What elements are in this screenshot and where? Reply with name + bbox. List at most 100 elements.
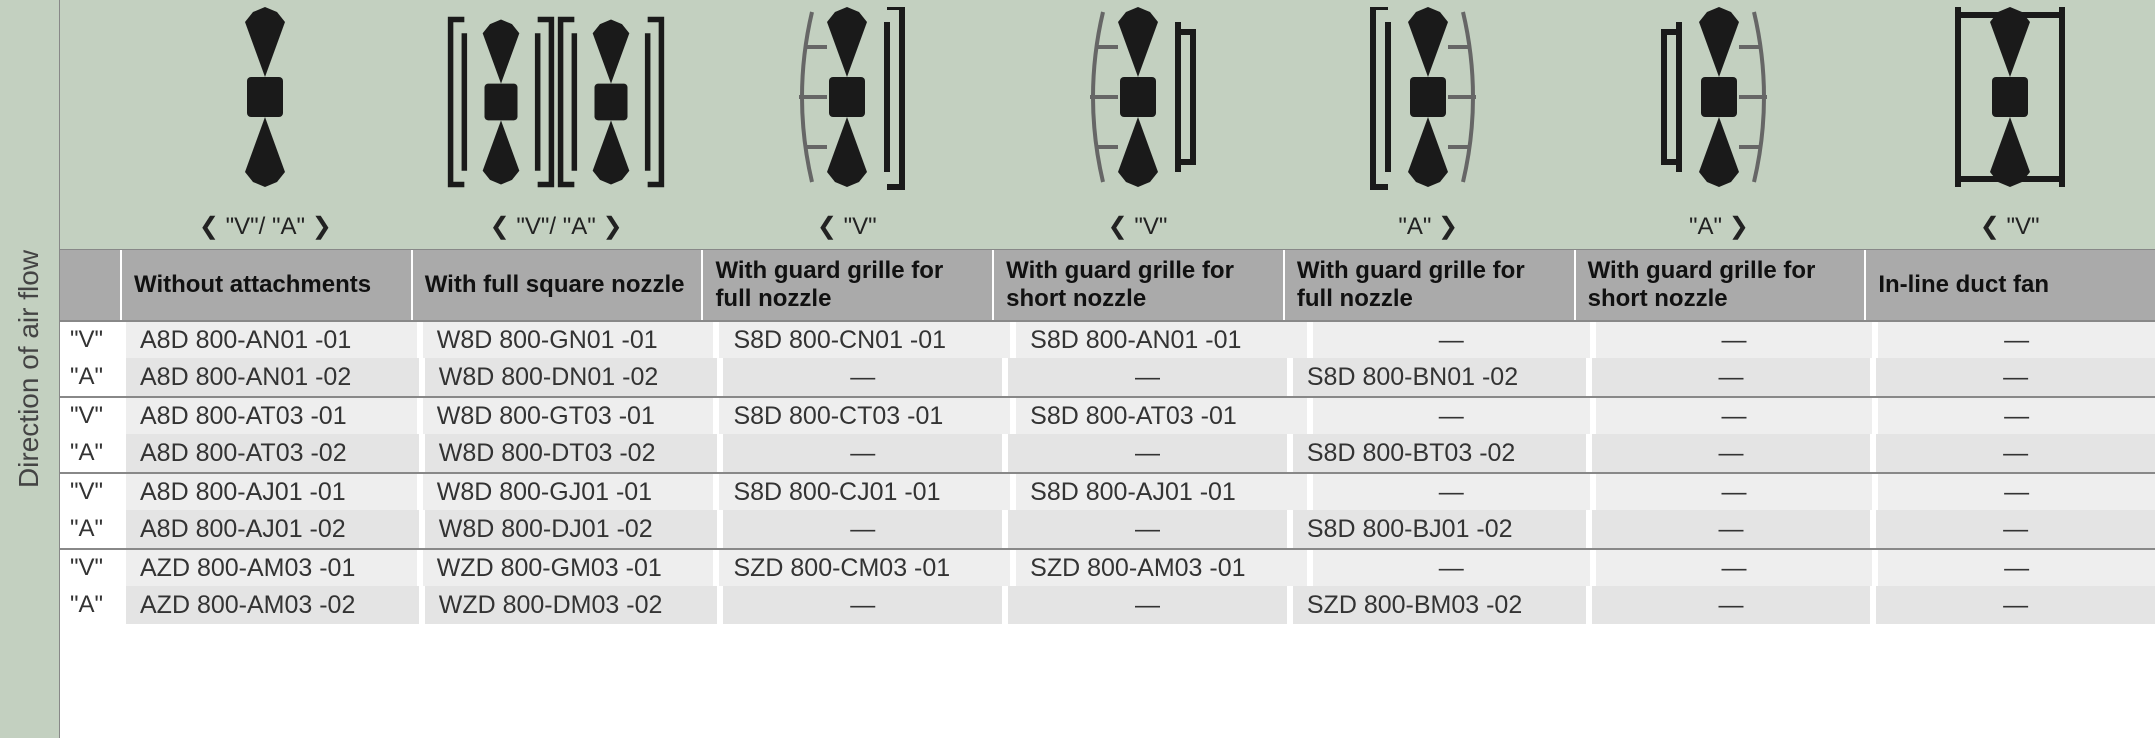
column-icon-cell: ❮ "V" — [701, 0, 992, 249]
row-key: "V" — [60, 474, 120, 510]
table-cell: W8D 800-GJ01 -01 — [417, 474, 714, 510]
table-cell: S8D 800-CT03 -01 — [713, 398, 1010, 434]
column-header: In-line duct fan — [1864, 250, 2155, 320]
column-header: With guard grille for short nozzle — [1574, 250, 1865, 320]
table-cell: S8D 800-AJ01 -01 — [1010, 474, 1307, 510]
table-row: "V"A8D 800-AJ01 -01W8D 800-GJ01 -01S8D 8… — [60, 472, 2155, 510]
fan-grille-full-left-icon — [782, 7, 912, 212]
table-cell: WZD 800-DM03 -02 — [419, 586, 718, 624]
column-arrow-label: ❮ "V"/ "A" ❯ — [490, 212, 623, 241]
data-body: "V"A8D 800-AN01 -01W8D 800-GN01 -01S8D 8… — [60, 320, 2155, 738]
table-cell: — — [1307, 550, 1590, 586]
table-row: "A"A8D 800-AJ01 -02W8D 800-DJ01 -02——S8D… — [60, 510, 2155, 548]
table-cell: S8D 800-BJ01 -02 — [1287, 510, 1586, 548]
table-cell: — — [1870, 358, 2155, 396]
table-cell: W8D 800-DT03 -02 — [419, 434, 718, 472]
table-cell: S8D 800-BN01 -02 — [1287, 358, 1586, 396]
table-cell: — — [1307, 322, 1590, 358]
row-key: "V" — [60, 550, 120, 586]
column-arrow-label: ❮ "V" — [1108, 212, 1168, 241]
spacer — [60, 250, 120, 320]
column-icon-cell: "A" ❯ — [1574, 0, 1865, 249]
table-cell: — — [1872, 550, 2155, 586]
table-cell: W8D 800-DJ01 -02 — [419, 510, 718, 548]
fan-grille-full-right-icon — [1363, 7, 1493, 212]
table-cell: A8D 800-AT03 -01 — [120, 398, 417, 434]
table-cell: A8D 800-AN01 -01 — [120, 322, 417, 358]
column-header: With guard grille for short nozzle — [992, 250, 1283, 320]
table-cell: S8D 800-AN01 -01 — [1010, 322, 1307, 358]
table-cell: AZD 800-AM03 -02 — [120, 586, 419, 624]
table-cell: A8D 800-AJ01 -02 — [120, 510, 419, 548]
fan-plain-icon — [200, 7, 330, 212]
table-cell: W8D 800-GT03 -01 — [417, 398, 714, 434]
table-cell: — — [1590, 322, 1873, 358]
column-header: With guard grille for full nozzle — [1283, 250, 1574, 320]
column-arrow-label: ❮ "V" — [817, 212, 877, 241]
fan-grille-short-right-icon — [1654, 7, 1784, 212]
table-cell: — — [1307, 474, 1590, 510]
row-key: "A" — [60, 358, 120, 396]
table-cell: SZD 800-BM03 -02 — [1287, 586, 1586, 624]
icon-header-row: ❮ "V"/ "A" ❯ ❮ "V"/ "A" ❯ ❮ "V" — [60, 0, 2155, 250]
table-cell: — — [1872, 322, 2155, 358]
row-key: "A" — [60, 586, 120, 624]
table-cell: AZD 800-AM03 -01 — [120, 550, 417, 586]
direction-of-airflow-label: Direction of air flow — [0, 0, 60, 738]
table-cell: SZD 800-CM03 -01 — [713, 550, 1010, 586]
table-cell: — — [1002, 358, 1287, 396]
column-arrow-label: ❮ "V"/ "A" ❯ — [199, 212, 332, 241]
table-cell: S8D 800-CJ01 -01 — [713, 474, 1010, 510]
table-row: "A"AZD 800-AM03 -02WZD 800-DM03 -02——SZD… — [60, 586, 2155, 624]
row-key: "V" — [60, 398, 120, 434]
fan-square-nozzle-pair-icon — [446, 7, 666, 212]
fan-duct-icon — [1945, 7, 2075, 212]
table-cell: S8D 800-CN01 -01 — [713, 322, 1010, 358]
fan-grille-short-left-icon — [1073, 7, 1203, 212]
table-cell: — — [1586, 586, 1871, 624]
column-header: With full square nozzle — [411, 250, 702, 320]
table-cell: S8D 800-AT03 -01 — [1010, 398, 1307, 434]
column-header-row: Without attachmentsWith full square nozz… — [60, 250, 2155, 320]
table-row: "A"A8D 800-AT03 -02W8D 800-DT03 -02——S8D… — [60, 434, 2155, 472]
column-header: Without attachments — [120, 250, 411, 320]
table-row: "V"AZD 800-AM03 -01WZD 800-GM03 -01SZD 8… — [60, 548, 2155, 586]
column-arrow-label: "A" ❯ — [1689, 212, 1749, 241]
table-row: "V"A8D 800-AT03 -01W8D 800-GT03 -01S8D 8… — [60, 396, 2155, 434]
column-icon-cell: ❮ "V"/ "A" ❯ — [120, 0, 411, 249]
table-cell: — — [1590, 398, 1873, 434]
table-cell: — — [1872, 474, 2155, 510]
spacer — [60, 0, 120, 249]
table-cell: — — [1586, 510, 1871, 548]
vertical-label-text: Direction of air flow — [14, 250, 46, 488]
table-cell: — — [1870, 434, 2155, 472]
table-cell: — — [717, 434, 1002, 472]
column-header: With guard grille for full nozzle — [701, 250, 992, 320]
table-cell: — — [717, 510, 1002, 548]
table-cell: — — [1002, 434, 1287, 472]
table-cell: — — [717, 358, 1002, 396]
table-cell: SZD 800-AM03 -01 — [1010, 550, 1307, 586]
column-icon-cell: "A" ❯ — [1283, 0, 1574, 249]
table-cell: — — [1870, 586, 2155, 624]
table-cell: — — [1590, 474, 1873, 510]
column-icon-cell: ❮ "V" — [992, 0, 1283, 249]
column-arrow-label: ❮ "V" — [1980, 212, 2040, 241]
column-arrow-label: "A" ❯ — [1398, 212, 1458, 241]
table-cell: — — [1002, 510, 1287, 548]
row-key: "A" — [60, 434, 120, 472]
table-cell: S8D 800-BT03 -02 — [1287, 434, 1586, 472]
column-icon-cell: ❮ "V"/ "A" ❯ — [411, 0, 702, 249]
table-cell: WZD 800-GM03 -01 — [417, 550, 714, 586]
table-cell: A8D 800-AT03 -02 — [120, 434, 419, 472]
table-cell: A8D 800-AN01 -02 — [120, 358, 419, 396]
table-cell: — — [1872, 398, 2155, 434]
table-row: "A"A8D 800-AN01 -02W8D 800-DN01 -02——S8D… — [60, 358, 2155, 396]
table-cell: — — [1870, 510, 2155, 548]
table-cell: — — [1586, 358, 1871, 396]
table-cell: W8D 800-DN01 -02 — [419, 358, 718, 396]
table-cell: — — [1586, 434, 1871, 472]
table-cell: — — [1590, 550, 1873, 586]
table-cell: W8D 800-GN01 -01 — [417, 322, 714, 358]
table-row: "V"A8D 800-AN01 -01W8D 800-GN01 -01S8D 8… — [60, 320, 2155, 358]
